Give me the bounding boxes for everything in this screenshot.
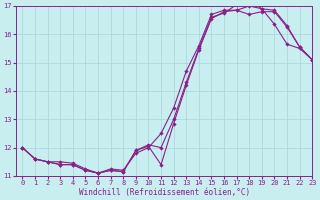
X-axis label: Windchill (Refroidissement éolien,°C): Windchill (Refroidissement éolien,°C): [79, 188, 250, 197]
